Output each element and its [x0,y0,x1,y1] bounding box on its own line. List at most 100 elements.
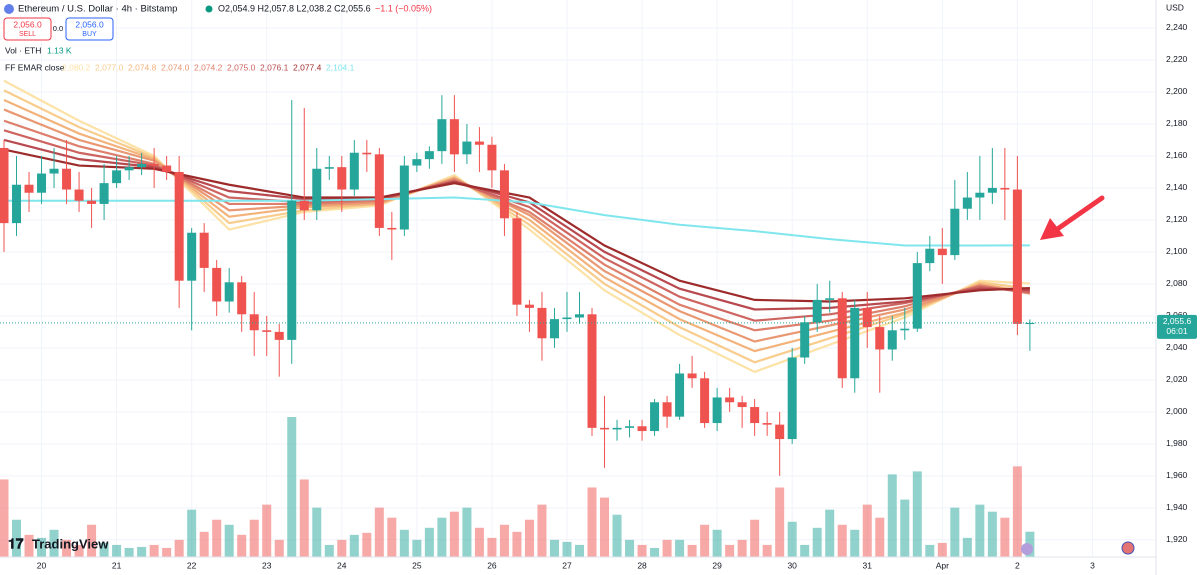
candle-body [800,322,810,358]
volume-bar [575,544,585,557]
volume-bar [675,539,685,557]
volume-bar [424,527,434,557]
volume-bar [312,507,322,557]
volume-bar [99,542,109,557]
ema-legend-value: 2,077.4 [293,62,322,72]
candle-body [1025,322,1035,325]
ema-legend-value: 2,075.0 [227,62,256,72]
x-tick-label: 30 [787,560,797,570]
volume-bar [449,511,459,557]
candle-body [149,163,159,166]
candle-body [412,159,422,166]
candle-body [137,163,147,168]
candle-body [374,154,384,228]
flag-icon[interactable] [1121,541,1135,555]
volume-bar [299,479,309,557]
candle-body [812,299,822,323]
y-tick-label: 2,220 [1166,54,1188,64]
volume-bar [237,534,247,557]
candle-body [700,378,710,424]
candle-body [99,183,109,204]
candle-body [349,152,359,190]
volume-bar [162,547,172,557]
volume-bar [224,524,234,557]
candle-body [337,167,347,190]
candle-body [299,200,309,211]
ema-legend-value: 2,076.1 [260,62,289,72]
volume-bar [287,417,297,557]
volume-bar [950,507,960,557]
y-tick-label: 1,940 [1166,502,1188,512]
candle-body [487,144,497,171]
candle-body [87,200,97,204]
candle-body [737,402,747,408]
volume-bar [975,504,985,557]
volume-bar [912,471,922,557]
volume-bar [374,507,384,557]
candle-body [1000,187,1010,190]
volume-bar [600,497,610,557]
candle-body [24,184,34,193]
volume-bar [124,547,134,557]
candle-body [600,427,610,430]
candle-body [274,331,284,340]
candle-body [312,168,322,211]
brand: TradingView [32,536,109,551]
candle-body [549,319,559,339]
volume-bar [512,531,522,557]
volume-bar [712,529,722,557]
x-tick-label: Apr [936,560,949,570]
volume-bar [850,529,860,557]
volume-bar [499,524,509,557]
candle-body [112,170,122,184]
sell-label: SELL [19,31,36,38]
ema-legend-value: 2,080.2 [62,62,91,72]
y-tick-label: 2,240 [1166,22,1188,32]
candle-body [900,328,910,331]
volume-bar [750,519,760,557]
chart-title: Ethereum / U.S. Dollar · 4h · Bitstamp [18,4,177,15]
volume-bar [1012,466,1022,557]
volume-bar [362,532,372,557]
volume-bar [212,519,222,557]
candle-body [825,298,835,300]
y-tick-label: 2,160 [1166,150,1188,160]
ema-legend-value: 2,077.0 [95,62,124,72]
volume-bar [900,499,910,557]
candle-body [437,119,447,152]
candle-body [775,424,785,440]
volume-bar [687,544,697,557]
volume-bar [462,507,472,557]
volume-bar [249,519,259,557]
candle-body [750,407,760,424]
x-tick-label: 20 [37,560,47,570]
candle-body [862,307,872,328]
volume-bar [174,539,184,557]
buy-button[interactable] [65,17,114,41]
status-dot [205,5,213,13]
candle-body [499,170,509,219]
volume-bar [612,514,622,557]
candle-body [399,165,409,230]
volume-bar [74,544,84,557]
y-tick-label: 2,040 [1166,342,1188,352]
y-tick-label: 1,960 [1166,470,1188,480]
volume-bar [700,524,710,557]
x-tick-label: 28 [637,560,647,570]
volume-bar [587,487,597,557]
sell-button[interactable] [3,17,52,41]
volume-bar [925,544,935,557]
volume-bar [149,544,159,557]
x-tick-label: 29 [712,560,722,570]
volume-bar [825,509,835,557]
volume-bar [199,531,209,557]
event-icon[interactable] [1021,543,1033,555]
volume-bar [562,541,572,557]
volume-bar [775,487,785,557]
volume-bar [737,539,747,557]
candle-body [362,152,372,155]
volume-bar [324,544,334,557]
y-tick-label: 2,020 [1166,374,1188,384]
x-tick-label: 23 [262,560,272,570]
volume-bar [875,517,885,557]
